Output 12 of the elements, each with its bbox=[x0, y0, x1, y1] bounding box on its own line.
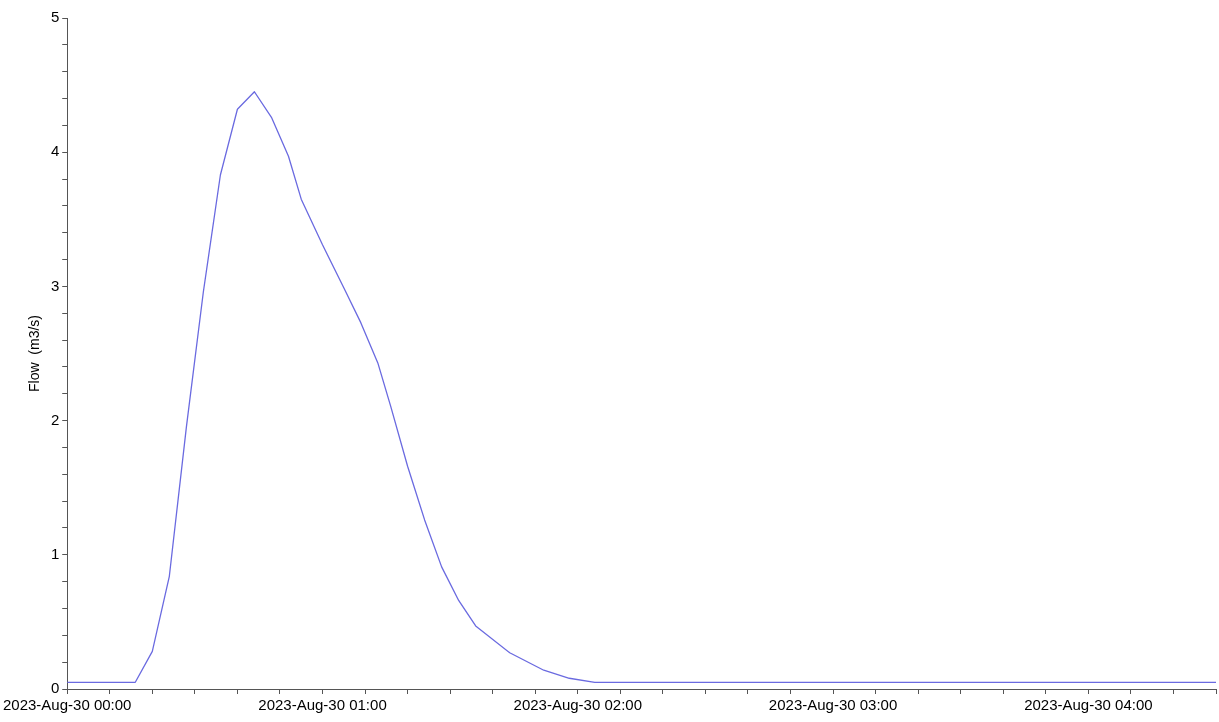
x-tick-label: 2023-Aug-30 02:00 bbox=[513, 696, 643, 714]
x-tick-label: 2023-Aug-30 04:00 bbox=[1024, 696, 1153, 714]
y-axis-title: Flow (m3/s) bbox=[26, 315, 43, 392]
y-tick-label: 0 bbox=[50, 679, 60, 697]
y-tick-label: 5 bbox=[50, 8, 60, 26]
x-tick-label: 2023-Aug-30 03:00 bbox=[768, 696, 898, 714]
x-tick-label: 2023-Aug-30 01:00 bbox=[258, 696, 387, 714]
y-tick-label: 2 bbox=[50, 410, 60, 428]
y-tick-label: 4 bbox=[50, 142, 60, 160]
x-tick-label: 2023-Aug-30 00:00 bbox=[3, 696, 132, 714]
y-tick-label: 1 bbox=[50, 544, 60, 562]
y-tick-label: 3 bbox=[50, 276, 60, 294]
